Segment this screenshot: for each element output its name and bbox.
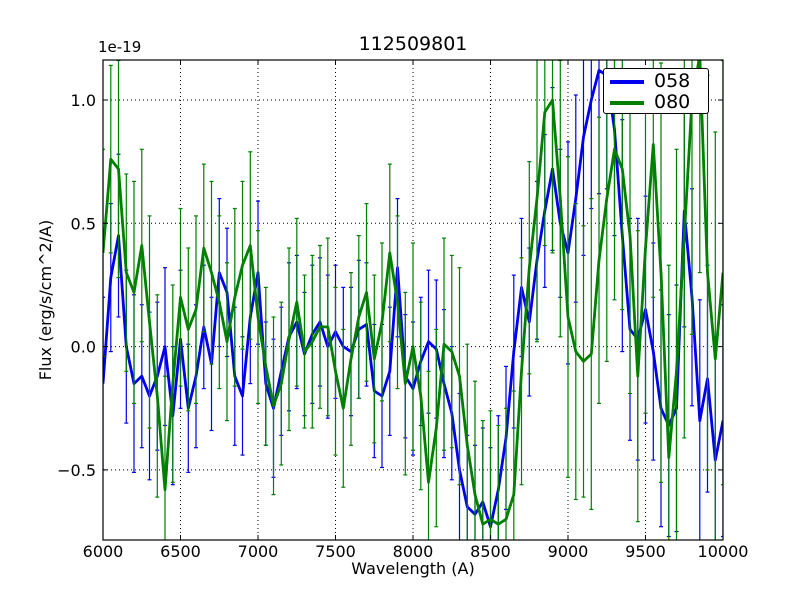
svg-text:6000: 6000: [83, 542, 124, 561]
y-axis-label: Flux (erg/s/cm^2/A): [36, 219, 55, 381]
svg-text:0.5: 0.5: [71, 214, 96, 233]
svg-text:8000: 8000: [393, 542, 434, 561]
legend-label-080: 080: [654, 91, 691, 113]
svg-text:10000: 10000: [698, 542, 749, 561]
svg-text:−0.5: −0.5: [57, 461, 96, 480]
svg-text:7500: 7500: [315, 542, 356, 561]
axes-border: [102, 59, 724, 541]
legend-entry-058: 058: [610, 71, 702, 92]
tick-marks: [102, 60, 724, 540]
legend-entry-080: 080: [610, 92, 702, 113]
x-axis-label: Wavelength (A): [351, 559, 475, 578]
y-axis-offset-text: 1e-19: [98, 38, 142, 56]
svg-text:8500: 8500: [470, 542, 511, 561]
svg-text:6500: 6500: [160, 542, 201, 561]
legend-label-058: 058: [654, 70, 691, 92]
svg-text:7000: 7000: [238, 542, 279, 561]
svg-text:9500: 9500: [625, 542, 666, 561]
legend-line-sample-green-icon: [610, 100, 644, 105]
legend-line-sample-blue-icon: [610, 79, 644, 84]
x-tick-labels: 6000 6500 7000 7500 8000 8500 9000 9500 10000: [83, 542, 749, 561]
y-tick-labels: 1.0 0.5 0.0 −0.5: [57, 91, 96, 480]
series-080-line: [103, 60, 723, 526]
legend: 058 080: [603, 68, 709, 114]
svg-text:1.0: 1.0: [71, 91, 96, 110]
svg-text:0.0: 0.0: [71, 338, 96, 357]
plot-title: 112509801: [358, 33, 468, 55]
svg-text:9000: 9000: [548, 542, 589, 561]
